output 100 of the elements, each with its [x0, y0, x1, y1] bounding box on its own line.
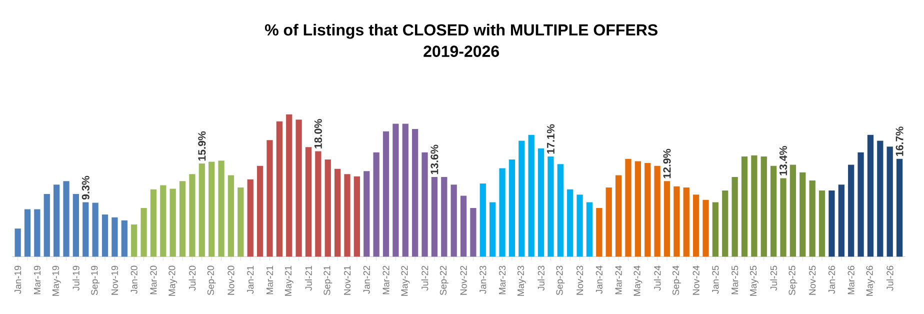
bar: [683, 188, 690, 257]
bar: [615, 175, 622, 257]
x-tick-label: Mar-20: [150, 266, 157, 294]
x-tick-label: May-24: [634, 266, 642, 296]
bar: [896, 158, 903, 257]
bar: [499, 168, 506, 257]
bar: [44, 194, 50, 257]
bar: [228, 175, 234, 257]
bar: [189, 174, 196, 257]
x-tick-label: Jan-23: [480, 266, 486, 294]
x-tick-label: Sep-20: [207, 266, 216, 296]
bar: [877, 140, 884, 257]
bar: [364, 171, 370, 257]
bar: [34, 209, 40, 257]
x-tick-label: Jan-24: [596, 266, 602, 294]
bar: [567, 189, 574, 257]
bar: [557, 164, 564, 257]
x-tick-label: Mar-25: [732, 266, 738, 294]
bar: [490, 202, 496, 257]
bar: [266, 140, 273, 257]
bar: [606, 188, 612, 257]
bar: [634, 161, 641, 257]
data-label: 12.9%: [663, 148, 671, 178]
bar: [131, 224, 138, 257]
bar: [24, 209, 31, 257]
bar: [218, 160, 224, 257]
bar: [538, 148, 544, 257]
bar: [712, 202, 719, 257]
bar: [480, 183, 486, 257]
bar: [576, 194, 583, 257]
bar: [170, 188, 176, 257]
bar: [441, 177, 448, 257]
x-tick-label: Jan-25: [712, 266, 719, 294]
data-label: 13.4%: [779, 146, 788, 176]
bar: [354, 176, 360, 257]
x-tick-label: Jul-25: [770, 266, 777, 291]
bar: [450, 184, 457, 257]
bar: [644, 162, 651, 257]
bar: [373, 152, 380, 257]
x-tick-label: May-20: [168, 266, 178, 296]
bar: [508, 159, 516, 257]
bar: [121, 220, 128, 257]
x-tick-label: Nov-25: [809, 266, 816, 295]
bar: [102, 214, 108, 257]
x-tick-label: Jul-24: [654, 266, 661, 291]
bar: [72, 194, 80, 257]
x-tick-label: Jul-23: [538, 266, 544, 291]
bar: [431, 177, 438, 257]
bar: [334, 168, 341, 257]
x-tick-label: Sep-19: [91, 266, 100, 296]
x-tick-label: Jul-21: [305, 266, 312, 291]
x-tick-label: May-19: [52, 266, 61, 296]
data-label: 13.6%: [430, 144, 438, 174]
bar: [828, 190, 835, 257]
bar: [402, 124, 408, 257]
x-tick-label: Jul-26: [886, 266, 894, 291]
data-label: 15.9%: [198, 131, 206, 161]
bar: [296, 120, 302, 257]
data-label: 18.0%: [314, 119, 322, 148]
bar: [344, 174, 350, 257]
x-tick-label: Sep-25: [788, 266, 798, 296]
x-tick-label: Mar-22: [382, 266, 390, 294]
x-tick-label: Jan-26: [828, 266, 836, 294]
x-tick-label: May-21: [284, 266, 294, 296]
x-tick-label: Jan-21: [247, 266, 254, 294]
chart-subtitle: 2019-2026: [424, 46, 500, 57]
x-tick-label: May-22: [401, 266, 410, 296]
x-tick-label: Sep-21: [324, 266, 332, 296]
bar: [586, 202, 593, 257]
bar: [692, 194, 700, 257]
x-tick-label: Nov-22: [460, 266, 467, 295]
bar: [422, 152, 428, 257]
x-tick-label: Nov-23: [576, 266, 584, 295]
bar: [858, 152, 864, 257]
bar: [654, 166, 660, 257]
bar: [548, 156, 554, 257]
x-tick-label: May-25: [750, 266, 758, 296]
x-tick-label: Jul-22: [421, 266, 428, 291]
x-tick-label: Sep-22: [440, 266, 448, 296]
x-tick-label: May-26: [866, 266, 875, 296]
bar: [324, 159, 331, 257]
bar: [741, 156, 748, 257]
bar: [848, 164, 854, 257]
bar: [160, 185, 166, 257]
bar: [286, 114, 292, 257]
bar: [198, 164, 205, 257]
bar: [150, 189, 157, 257]
bar: [722, 190, 728, 257]
bar: [460, 196, 467, 257]
x-tick-label: May-23: [517, 266, 526, 296]
x-tick-label: Mar-24: [615, 266, 622, 294]
data-label: 16.7%: [896, 126, 904, 156]
x-tick-label: Jan-20: [130, 266, 138, 294]
bar: [412, 129, 418, 257]
bar: [470, 208, 476, 257]
bar: [305, 147, 312, 257]
bar: [112, 217, 118, 257]
bar: [92, 202, 98, 257]
bar: [315, 151, 322, 257]
bar: [790, 164, 796, 257]
